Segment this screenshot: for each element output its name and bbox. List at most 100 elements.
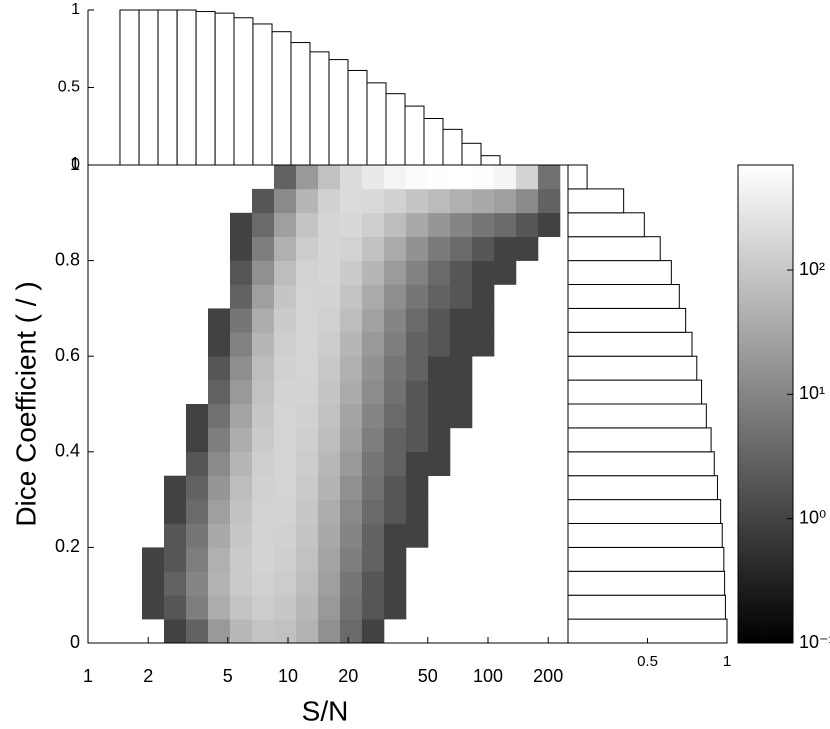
- heatmap-cell: [295, 188, 319, 214]
- heatmap-cell: [230, 427, 253, 453]
- histogram-bar: [328, 59, 349, 166]
- heatmap-cell: [207, 571, 231, 596]
- y-tick-label: 0.5: [58, 79, 80, 96]
- heatmap-cell: [318, 308, 341, 333]
- heatmap-cell: [295, 451, 319, 476]
- heatmap-cell: [164, 619, 187, 644]
- heatmap-cell: [295, 427, 319, 453]
- heatmap-cell: [318, 284, 341, 309]
- heatmap-cell: [251, 619, 275, 644]
- heatmap-cell: [340, 308, 363, 333]
- heatmap-cell: [230, 332, 253, 357]
- heatmap-cell: [383, 356, 407, 381]
- x-tick-label: 2: [143, 666, 153, 686]
- histogram-bar: [442, 128, 463, 166]
- heatmap-cell: [427, 356, 451, 381]
- heatmap-cell: [141, 571, 165, 596]
- heatmap-cell: [361, 188, 385, 214]
- heatmap-cell: [361, 356, 385, 381]
- heatmap-cell: [295, 165, 319, 190]
- histogram-bar: [480, 155, 501, 166]
- heatmap-cell: [185, 499, 209, 524]
- histogram-bar: [423, 118, 444, 166]
- heatmap-cell: [251, 595, 275, 620]
- heatmap-cell: [230, 212, 253, 237]
- heatmap-cell: [450, 284, 473, 309]
- histogram-bar: [271, 31, 292, 166]
- heatmap-cell: [230, 619, 253, 644]
- heatmap-cell: [318, 404, 341, 429]
- heatmap-cell: [405, 260, 429, 285]
- heatmap-cell: [164, 547, 187, 572]
- histogram-bar: [567, 546, 725, 572]
- heatmap-cell: [295, 475, 319, 500]
- heatmap-cell: [472, 284, 495, 309]
- heatmap-cell: [405, 451, 429, 476]
- heatmap-cell: [383, 404, 407, 429]
- heatmap-cell: [295, 523, 319, 548]
- x-tick-label: 1: [83, 666, 93, 686]
- heatmap-cell: [450, 356, 473, 381]
- heatmap-cell: [318, 356, 341, 381]
- histogram-bar: [567, 570, 726, 596]
- heatmap-cell: [207, 332, 231, 357]
- heatmap-cell: [340, 595, 363, 620]
- heatmap-cell: [318, 523, 341, 548]
- heatmap-cell: [405, 236, 429, 261]
- heatmap-cell: [427, 404, 451, 429]
- heatmap-cell: [361, 451, 385, 476]
- heatmap-cell: [273, 595, 297, 620]
- heatmap-cell: [383, 595, 407, 620]
- heatmap-cell: [340, 571, 363, 596]
- heatmap-cell: [273, 380, 297, 405]
- heatmap-cell: [427, 212, 451, 237]
- heatmap-cell: [318, 212, 341, 237]
- heatmap-cell: [340, 475, 363, 500]
- heatmap-cell: [450, 212, 473, 237]
- heatmap-cell: [450, 332, 473, 357]
- histogram-bar: [347, 69, 368, 166]
- heatmap-cell: [494, 165, 517, 190]
- heatmap-cell: [251, 356, 275, 381]
- heatmap-cell: [383, 332, 407, 357]
- heatmap-cell: [340, 165, 363, 190]
- heatmap-cell: [383, 188, 407, 214]
- heatmap-cell: [207, 523, 231, 548]
- heatmap-cell: [494, 188, 517, 214]
- heatmap-cell: [361, 547, 385, 572]
- heatmap-cell: [383, 380, 407, 405]
- y-tick-label: 0: [71, 156, 80, 173]
- heatmap-cell: [340, 260, 363, 285]
- heatmap-cell: [383, 260, 407, 285]
- heatmap-cell: [295, 212, 319, 237]
- heatmap-cell: [185, 547, 209, 572]
- x-tick-label: 20: [338, 666, 358, 686]
- heatmap-cell: [185, 451, 209, 476]
- histogram-bar: [567, 236, 661, 262]
- heatmap-cell: [515, 188, 539, 214]
- heatmap-cell: [340, 427, 363, 453]
- heatmap-cell: [164, 595, 187, 620]
- heatmap-cell: [273, 356, 297, 381]
- histogram-bar: [567, 594, 726, 620]
- heatmap-cell: [472, 308, 495, 333]
- heatmap-cell: [472, 212, 495, 237]
- heatmap-cell: [405, 332, 429, 357]
- heatmap-cell: [383, 523, 407, 548]
- histogram-bar: [366, 82, 387, 166]
- heatmap-cell: [361, 332, 385, 357]
- heatmap-cell: [207, 547, 231, 572]
- heatmap-cell: [427, 284, 451, 309]
- heatmap-cell: [472, 260, 495, 285]
- heatmap-cell: [340, 356, 363, 381]
- heatmap-cell: [450, 308, 473, 333]
- heatmap-cell: [251, 523, 275, 548]
- heatmap-cell: [361, 284, 385, 309]
- heatmap-cell: [164, 499, 187, 524]
- histogram-bar: [461, 142, 482, 166]
- heatmap-cell: [340, 451, 363, 476]
- x-tick-label: 50: [418, 666, 438, 686]
- heatmap-cell: [207, 499, 231, 524]
- histogram-bar: [567, 260, 672, 286]
- heatmap-cell: [383, 427, 407, 453]
